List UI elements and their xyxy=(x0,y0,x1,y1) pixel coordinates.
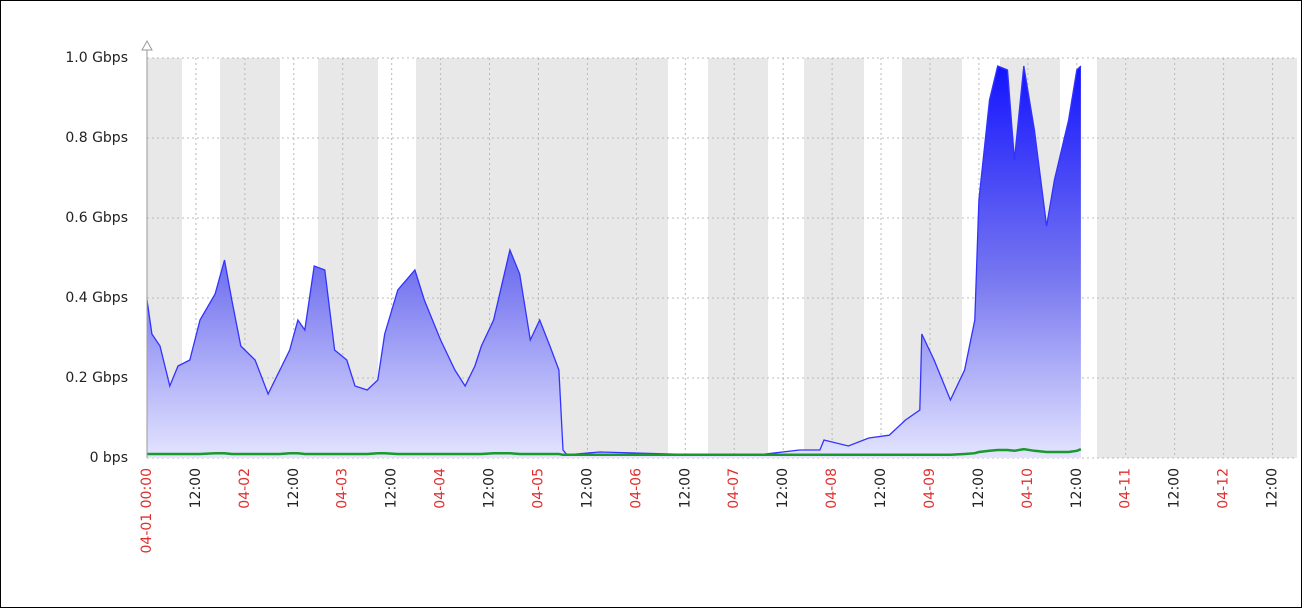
x-tick-label: 04-07 xyxy=(726,468,742,509)
y-tick-label: 0 bps xyxy=(90,450,128,466)
x-tick-label: 12:00 xyxy=(873,468,889,508)
x-tick-label: 04-02 xyxy=(237,468,253,509)
x-tick-label: 12:00 xyxy=(286,468,302,508)
x-tick-label: 04-11 xyxy=(1118,468,1134,509)
y-tick-label: 0.2 Gbps xyxy=(65,370,128,386)
y-tick-label: 0.8 Gbps xyxy=(65,130,128,146)
x-tick-label: 12:00 xyxy=(775,468,791,508)
x-tick-label: 12:00 xyxy=(677,468,693,508)
y-tick-label: 0.6 Gbps xyxy=(65,210,128,226)
x-tick-label: 04-08 xyxy=(824,468,840,509)
plot xyxy=(146,65,1082,458)
series-line xyxy=(147,447,1082,457)
x-tick-label: 04-04 xyxy=(433,468,449,509)
x-tick-label: 04-06 xyxy=(628,468,644,509)
x-tick-label: 04-03 xyxy=(335,468,351,509)
x-tick-label: 12:00 xyxy=(188,468,204,508)
x-tick-label: 12:00 xyxy=(1167,468,1183,508)
x-tick-label: 04-09 xyxy=(922,468,938,509)
x-tick-label: 12:00 xyxy=(482,468,498,508)
series-line xyxy=(146,65,1082,456)
y-tick-label: 1.0 Gbps xyxy=(65,50,128,66)
x-tick-label: 04-10 xyxy=(1020,468,1036,509)
x-tick-label: 12:00 xyxy=(384,468,400,508)
x-tick-label: 12:00 xyxy=(579,468,595,508)
y-axis-arrow xyxy=(141,39,153,51)
y-tick-label: 0.4 Gbps xyxy=(65,290,128,306)
labels: 0 bps 0.2 Gbps 0.4 Gbps 0.6 Gbps 0.8 Gbps 1.0… xyxy=(65,50,1280,553)
x-tick-label: 04-05 xyxy=(530,468,546,509)
x-tick-label: 12:00 xyxy=(1069,468,1085,508)
x-tick-label: 12:00 xyxy=(971,468,987,508)
x-tick-label: 12:00 xyxy=(1265,468,1281,508)
x-tick-label: 04-12 xyxy=(1216,468,1232,509)
area-fill xyxy=(147,66,1081,458)
x-tick-label: 04-01 00:00 xyxy=(139,468,155,553)
